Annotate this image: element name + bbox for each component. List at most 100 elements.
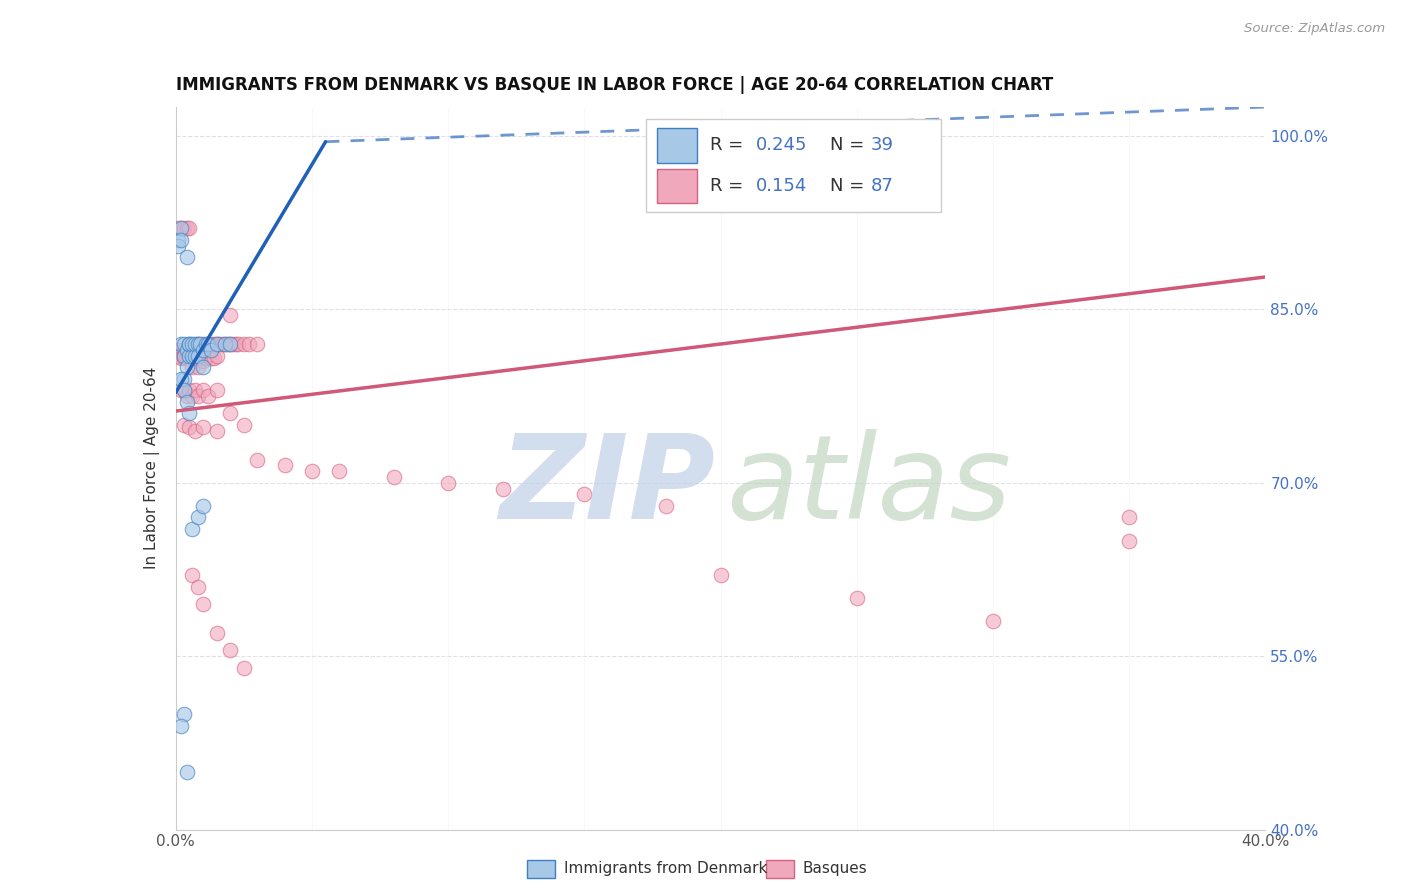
Point bbox=[197, 337, 219, 351]
Point bbox=[200, 337, 222, 351]
Point bbox=[228, 337, 250, 351]
Point bbox=[191, 597, 214, 611]
Point bbox=[202, 337, 225, 351]
Point bbox=[184, 343, 207, 357]
Point bbox=[188, 351, 211, 365]
Point bbox=[179, 337, 201, 351]
Text: ZIP: ZIP bbox=[499, 429, 716, 544]
Bar bbox=[527, 860, 555, 878]
Point bbox=[173, 706, 195, 721]
Point bbox=[179, 384, 201, 398]
Point bbox=[186, 580, 209, 594]
Point bbox=[181, 349, 204, 363]
Point bbox=[211, 337, 233, 351]
Point bbox=[219, 643, 242, 657]
Point bbox=[173, 372, 195, 386]
Point bbox=[170, 337, 193, 351]
Point bbox=[232, 337, 254, 351]
Point bbox=[845, 591, 868, 606]
Point bbox=[167, 239, 190, 253]
Point bbox=[167, 349, 190, 363]
Text: N =: N = bbox=[830, 136, 869, 154]
Point bbox=[184, 384, 207, 398]
Point bbox=[274, 458, 297, 473]
Point bbox=[173, 343, 195, 357]
Bar bbox=[766, 860, 794, 878]
Point bbox=[205, 337, 228, 351]
Point bbox=[179, 343, 201, 357]
Point bbox=[181, 389, 204, 403]
Point bbox=[191, 499, 214, 513]
Point bbox=[179, 349, 201, 363]
Point bbox=[1118, 533, 1140, 548]
Point bbox=[202, 351, 225, 365]
Point bbox=[184, 424, 207, 438]
Point bbox=[194, 337, 217, 351]
Point bbox=[186, 337, 209, 351]
Point bbox=[176, 221, 198, 235]
Point bbox=[176, 394, 198, 409]
Point bbox=[205, 626, 228, 640]
Point bbox=[186, 337, 209, 351]
Point bbox=[217, 337, 239, 351]
Point bbox=[167, 233, 190, 247]
Point bbox=[186, 389, 209, 403]
Point bbox=[179, 221, 201, 235]
Text: 0.154: 0.154 bbox=[755, 177, 807, 195]
Point bbox=[238, 337, 260, 351]
Bar bbox=[647, 120, 941, 211]
Bar bbox=[658, 169, 696, 203]
Point bbox=[246, 452, 269, 467]
Text: Basques: Basques bbox=[803, 862, 868, 876]
Point bbox=[181, 568, 204, 582]
Point bbox=[1118, 510, 1140, 524]
Point bbox=[173, 384, 195, 398]
Point bbox=[214, 337, 236, 351]
Point bbox=[214, 337, 236, 351]
Point bbox=[328, 464, 350, 478]
Point bbox=[191, 343, 214, 357]
Point bbox=[167, 221, 190, 235]
Point bbox=[205, 337, 228, 351]
Point bbox=[246, 337, 269, 351]
Point bbox=[184, 337, 207, 351]
Point bbox=[173, 337, 195, 351]
Point bbox=[181, 522, 204, 536]
Text: 0.245: 0.245 bbox=[755, 136, 807, 154]
Point bbox=[170, 351, 193, 365]
Point bbox=[197, 389, 219, 403]
Point bbox=[184, 349, 207, 363]
Point bbox=[194, 343, 217, 357]
Point bbox=[655, 499, 678, 513]
Point bbox=[225, 337, 247, 351]
Point bbox=[219, 406, 242, 420]
Bar bbox=[658, 128, 696, 162]
Point bbox=[205, 349, 228, 363]
Text: N =: N = bbox=[830, 177, 869, 195]
Point bbox=[170, 384, 193, 398]
Text: R =: R = bbox=[710, 136, 748, 154]
Point bbox=[173, 417, 195, 432]
Point bbox=[219, 308, 242, 322]
Point bbox=[179, 420, 201, 434]
Point bbox=[197, 337, 219, 351]
Point bbox=[176, 389, 198, 403]
Point bbox=[232, 661, 254, 675]
Point bbox=[170, 221, 193, 235]
Point bbox=[170, 372, 193, 386]
Point bbox=[188, 337, 211, 351]
Point bbox=[200, 351, 222, 365]
Point bbox=[179, 406, 201, 420]
Text: Immigrants from Denmark: Immigrants from Denmark bbox=[564, 862, 768, 876]
Point bbox=[173, 349, 195, 363]
Point bbox=[170, 233, 193, 247]
Point bbox=[197, 349, 219, 363]
Point bbox=[222, 337, 245, 351]
Point bbox=[205, 424, 228, 438]
Point bbox=[170, 343, 193, 357]
Point bbox=[191, 343, 214, 357]
Text: 39: 39 bbox=[870, 136, 894, 154]
Point bbox=[176, 250, 198, 264]
Point bbox=[170, 221, 193, 235]
Point bbox=[176, 351, 198, 365]
